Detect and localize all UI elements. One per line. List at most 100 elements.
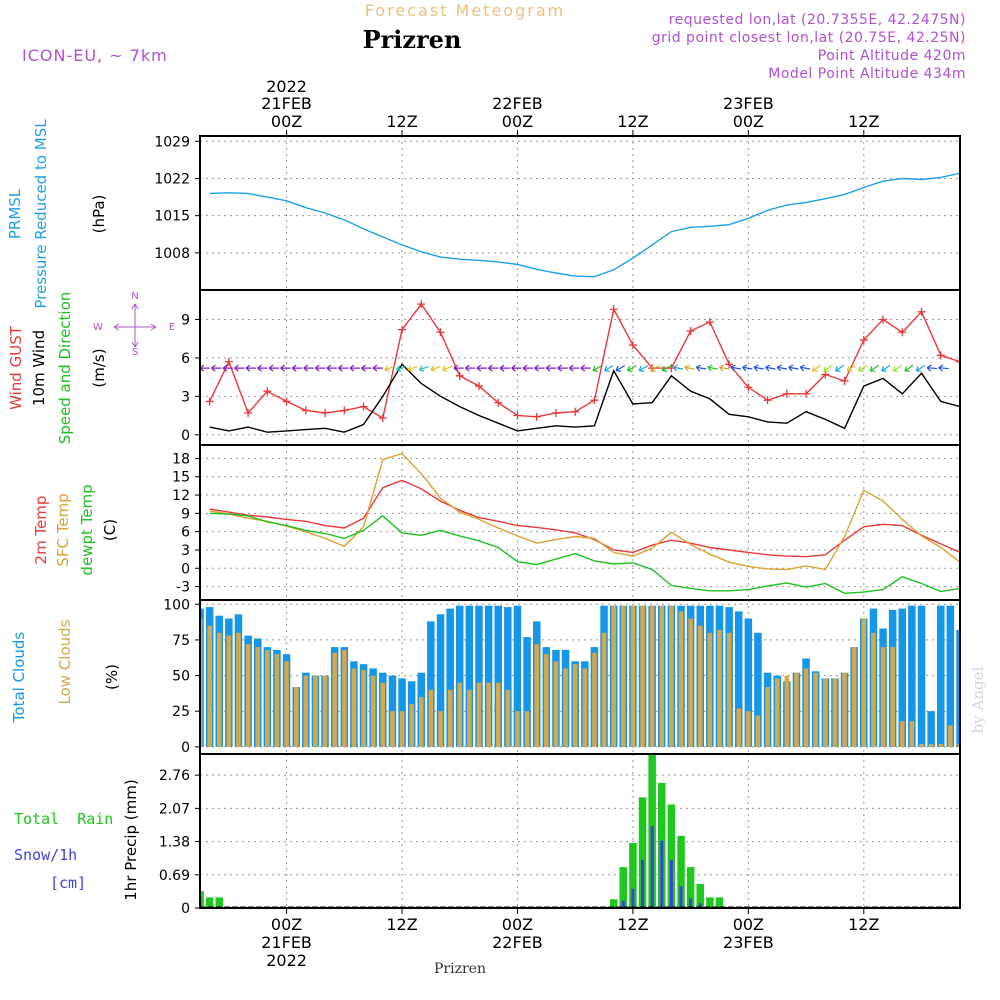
top-date-label: 23FEB — [723, 94, 774, 113]
gust-point-marker — [513, 411, 522, 420]
clouds-bar-1 — [775, 678, 780, 747]
gust-point-marker — [571, 407, 580, 416]
wind-direction-arrow — [326, 364, 337, 372]
clouds-bar-1 — [765, 687, 770, 747]
total-rain-label: Total Rain — [14, 810, 113, 828]
clouds-bar-1 — [919, 744, 924, 747]
clouds-bar-1 — [996, 676, 1000, 747]
precip-bar-1 — [698, 903, 702, 908]
precip-bar-0 — [638, 797, 647, 908]
clouds-bar-1 — [717, 629, 722, 747]
wind-direction-arrow — [661, 365, 672, 372]
pressure-labels: PRMSL Pressure Reduced to MSL (hPa) — [6, 119, 108, 309]
wind-direction-arrow — [361, 364, 372, 372]
wind-direction-arrow — [904, 364, 914, 372]
precip-bar-0 — [629, 843, 637, 908]
wind-direction-arrow — [881, 364, 891, 372]
clouds-bar-1 — [342, 649, 347, 747]
clouds-bar-0 — [504, 607, 512, 747]
clouds-bar-1 — [688, 618, 693, 747]
bottom-year-label: 2022 — [266, 951, 307, 970]
wind-direction-arrow — [337, 364, 349, 372]
wind-direction-arrow — [892, 364, 902, 372]
temperature-ytick-label: 0 — [181, 561, 190, 577]
wind-direction-arrow — [915, 364, 925, 372]
clouds-bar-1 — [370, 675, 376, 747]
clouds-bar-1 — [236, 632, 241, 747]
gust-point-marker — [609, 305, 618, 314]
wind-direction-arrow — [488, 364, 499, 372]
temperature-ytick-label: 9 — [181, 506, 190, 522]
wind-direction-arrow — [753, 364, 764, 372]
wind-ytick-label: 3 — [181, 389, 190, 405]
precip-unit: 1hr Precip (mm) — [122, 779, 140, 900]
wind-direction-arrow — [823, 364, 833, 372]
wind-direction-arrow — [384, 365, 395, 372]
gust-point-marker — [455, 371, 464, 380]
wind-direction-arrow — [858, 364, 868, 372]
gust-point-marker — [205, 397, 214, 406]
wind-direction-arrow — [846, 364, 856, 372]
gust-point-marker — [263, 387, 272, 396]
precip-bar-0 — [715, 897, 724, 908]
clouds-bar-1 — [890, 647, 895, 747]
clouds-bar-0 — [956, 629, 960, 747]
wind-direction-arrow — [615, 365, 626, 372]
precip-bar-0 — [667, 804, 676, 908]
bottom-hour-label: 12Z — [848, 915, 879, 934]
temp-unit: (C) — [101, 519, 119, 541]
clouds-bar-1 — [438, 711, 443, 747]
clouds-bar-1 — [630, 605, 636, 747]
gust-point-marker — [686, 326, 695, 335]
clouds-bar-0 — [927, 711, 935, 747]
wind-direction-arrow — [718, 364, 730, 372]
clouds-bar-1 — [544, 654, 549, 747]
clouds-bar-1 — [967, 744, 972, 747]
bottom-hour-label: 12Z — [386, 915, 417, 934]
wind-direction-arrow — [314, 364, 326, 372]
precip-bar-0 — [205, 897, 214, 908]
top-hour-label: 12Z — [617, 112, 648, 131]
series-line-sfc-temp — [209, 452, 960, 571]
clouds-bar-1 — [447, 689, 453, 747]
series-line-dewpt-temp — [209, 512, 960, 595]
clouds-bar-1 — [486, 682, 491, 747]
pressure-label-long: Pressure Reduced to MSL — [32, 119, 50, 309]
temperature-ytick-label: 15 — [172, 470, 190, 486]
clouds-bar-1 — [351, 668, 357, 747]
clouds-bar-1 — [428, 689, 434, 747]
clouds-bar-1 — [361, 669, 366, 747]
model-label: ICON-EU, ~ 7km — [22, 46, 168, 65]
gust-point-marker — [417, 300, 426, 309]
wind-direction-arrow — [511, 364, 522, 372]
clouds-bar-1 — [409, 704, 414, 747]
temperature-panel: -3 0 3 6 9 12 15 18 — [172, 444, 961, 601]
gust-point-marker — [436, 328, 445, 337]
wind-direction-arrow — [372, 364, 383, 372]
gust-point-marker — [628, 341, 637, 350]
precip-ytick-label: 2.76 — [159, 768, 190, 784]
clouds-bar-1 — [938, 744, 943, 747]
gust-point-marker — [474, 382, 483, 391]
clouds-bar-1 — [794, 672, 799, 747]
bottom-date-label: 21FEB — [261, 933, 312, 952]
clouds-bar-1 — [476, 682, 482, 747]
clouds-bar-1 — [957, 744, 960, 747]
precip-bar-1 — [631, 888, 635, 908]
precip-ytick-label: 0.69 — [159, 868, 190, 884]
wind-direction-arrow — [268, 364, 280, 372]
panels-group: 1008 1015 1022 1029 0 3 6 9 -3 0 3 6 9 12 15 18 0 25 50 75 1… — [154, 134, 1000, 917]
clouds-ytick-label: 75 — [172, 633, 190, 649]
precip-bar-0 — [215, 897, 223, 908]
clouds-bar-1 — [390, 711, 395, 747]
clouds-bar-1 — [649, 605, 655, 747]
clouds-bar-1 — [274, 654, 280, 747]
clouds-bar-1 — [736, 708, 741, 747]
bottom-hour-label: 12Z — [617, 915, 648, 934]
temp-2m-label: 2m Temp — [32, 496, 50, 565]
pressure-label-prmsl: PRMSL — [6, 188, 24, 239]
precip-frame — [199, 753, 961, 909]
top-year-label: 2022 — [266, 77, 307, 96]
temp-labels: 2m Temp SFC Temp dewpt Temp (C) — [32, 484, 119, 575]
